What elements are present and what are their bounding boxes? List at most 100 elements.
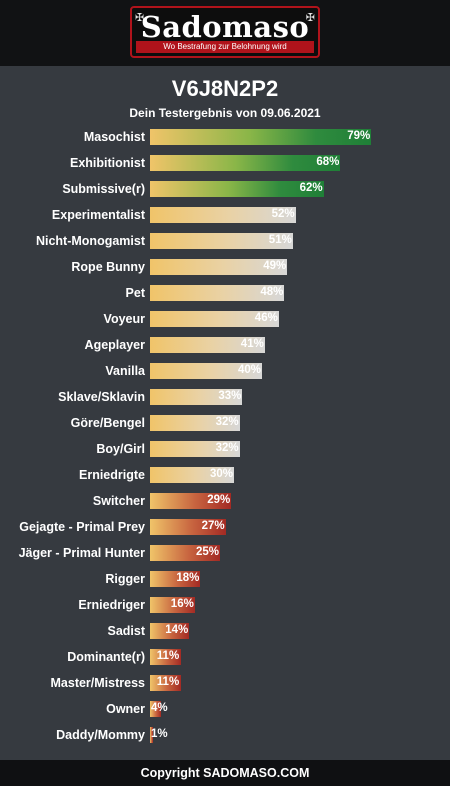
result-label: Owner [106,702,145,716]
result-row: Owner 4% [0,696,450,722]
result-percent: 68% [316,156,340,168]
result-row: Rope Bunny 49% [0,254,450,280]
result-row: Boy/Girl 32% [0,436,450,462]
logo-wordmark: Sadomaso [140,10,310,44]
result-label: Sklave/Sklavin [58,390,145,404]
result-row: Nicht-Monogamist 51% [0,228,450,254]
result-label: Submissive(r) [62,182,145,196]
result-row: Dominante(r) 11% [0,644,450,670]
flourish-icon: ✠ [305,12,315,24]
result-label: Erniedriger [78,598,145,612]
header-bar: ✠ ✠ Sadomaso Wo Bestrafung zur Belohnung… [0,0,450,66]
result-row: Daddy/Mommy 1% [0,722,450,748]
result-bar [150,363,262,379]
result-percent: 32% [215,442,239,454]
result-label: Voyeur [103,312,145,326]
result-label: Exhibitionist [70,156,145,170]
result-bar [150,623,190,639]
result-subtitle: Dein Testergebnis von 09.06.2021 [129,106,321,120]
result-bar [150,233,293,249]
result-bar [150,337,265,353]
result-row: Submissive(r) 62% [0,176,450,202]
result-bar [150,519,226,535]
result-bar [150,259,288,275]
result-row: Gejagte - Primal Prey 27% [0,514,450,540]
result-bar [150,571,201,587]
result-bar [150,727,153,743]
result-label: Masochist [83,130,145,144]
result-label: Göre/Bengel [70,416,145,430]
result-bar [150,493,232,509]
result-label: Daddy/Mommy [56,728,145,742]
result-percent: 25% [196,546,220,558]
result-percent: 11% [156,676,180,688]
result-bar [150,597,195,613]
result-label: Rope Bunny [71,260,145,274]
result-bar [150,675,181,691]
result-row: Experimentalist 52% [0,202,450,228]
result-label: Rigger [105,572,145,586]
result-label: Erniedrigte [79,468,145,482]
result-label: Dominante(r) [67,650,145,664]
result-label: Sadist [107,624,145,638]
result-percent: 51% [268,234,292,246]
result-percent: 32% [215,416,239,428]
logo-tagline: Wo Bestrafung zur Belohnung wird [136,41,314,53]
result-label: Jäger - Primal Hunter [18,546,145,560]
result-percent: 29% [207,494,231,506]
result-bar [150,649,181,665]
result-label: Nicht-Monogamist [35,234,145,248]
result-percent: 46% [254,312,278,324]
result-bar [150,181,324,197]
result-row: Masochist 79% [0,124,450,150]
result-percent: 16% [170,598,194,610]
result-percent: 14% [165,624,189,636]
result-percent: 79% [347,130,371,142]
sadomaso-logo[interactable]: ✠ ✠ Sadomaso Wo Bestrafung zur Belohnung… [130,6,320,58]
result-percent: 41% [240,338,264,350]
result-row: Master/Mistress 11% [0,670,450,696]
result-percent: 11% [156,650,180,662]
result-row: Rigger 18% [0,566,450,592]
result-percent: 27% [201,520,225,532]
result-label: Pet [125,286,145,300]
result-percent: 30% [210,468,234,480]
result-percent: 33% [218,390,242,402]
result-bar [150,467,234,483]
result-bar [150,129,372,145]
result-bar [150,441,240,457]
result-row: Göre/Bengel 32% [0,410,450,436]
result-row: Sadist 14% [0,618,450,644]
result-percent: 52% [271,208,295,220]
result-label: Gejagte - Primal Prey [19,520,145,534]
result-row: Sklave/Sklavin 33% [0,384,450,410]
copyright-footer: Copyright SADOMASO.COM [0,760,450,786]
result-label: Master/Mistress [50,676,146,690]
result-bar-list: Masochist 79% Exhibitionist 68% Submissive(r… [0,124,450,748]
result-bar [150,389,243,405]
result-label: Vanilla [105,364,145,378]
result-bar [150,701,162,717]
result-row: Exhibitionist 68% [0,150,450,176]
result-bar [150,311,279,327]
result-row: Voyeur 46% [0,306,450,332]
result-bar [150,545,220,561]
result-bar [150,155,341,171]
result-bar [150,415,240,431]
result-percent: 18% [176,572,200,584]
result-row: Switcher 29% [0,488,450,514]
result-label: Boy/Girl [96,442,145,456]
result-row: Pet 48% [0,280,450,306]
flourish-icon: ✠ [135,12,145,24]
result-row: Jäger - Primal Hunter 25% [0,540,450,566]
result-percent: 62% [299,182,323,194]
result-row: Erniedriger 16% [0,592,450,618]
result-row: Erniedrigte 30% [0,462,450,488]
result-percent: 4% [151,702,168,714]
result-bar [150,285,285,301]
result-label: Experimentalist [51,208,145,222]
result-percent: 40% [238,364,262,376]
result-bar [150,207,296,223]
result-percent: 48% [260,286,284,298]
result-row: Ageplayer 41% [0,332,450,358]
